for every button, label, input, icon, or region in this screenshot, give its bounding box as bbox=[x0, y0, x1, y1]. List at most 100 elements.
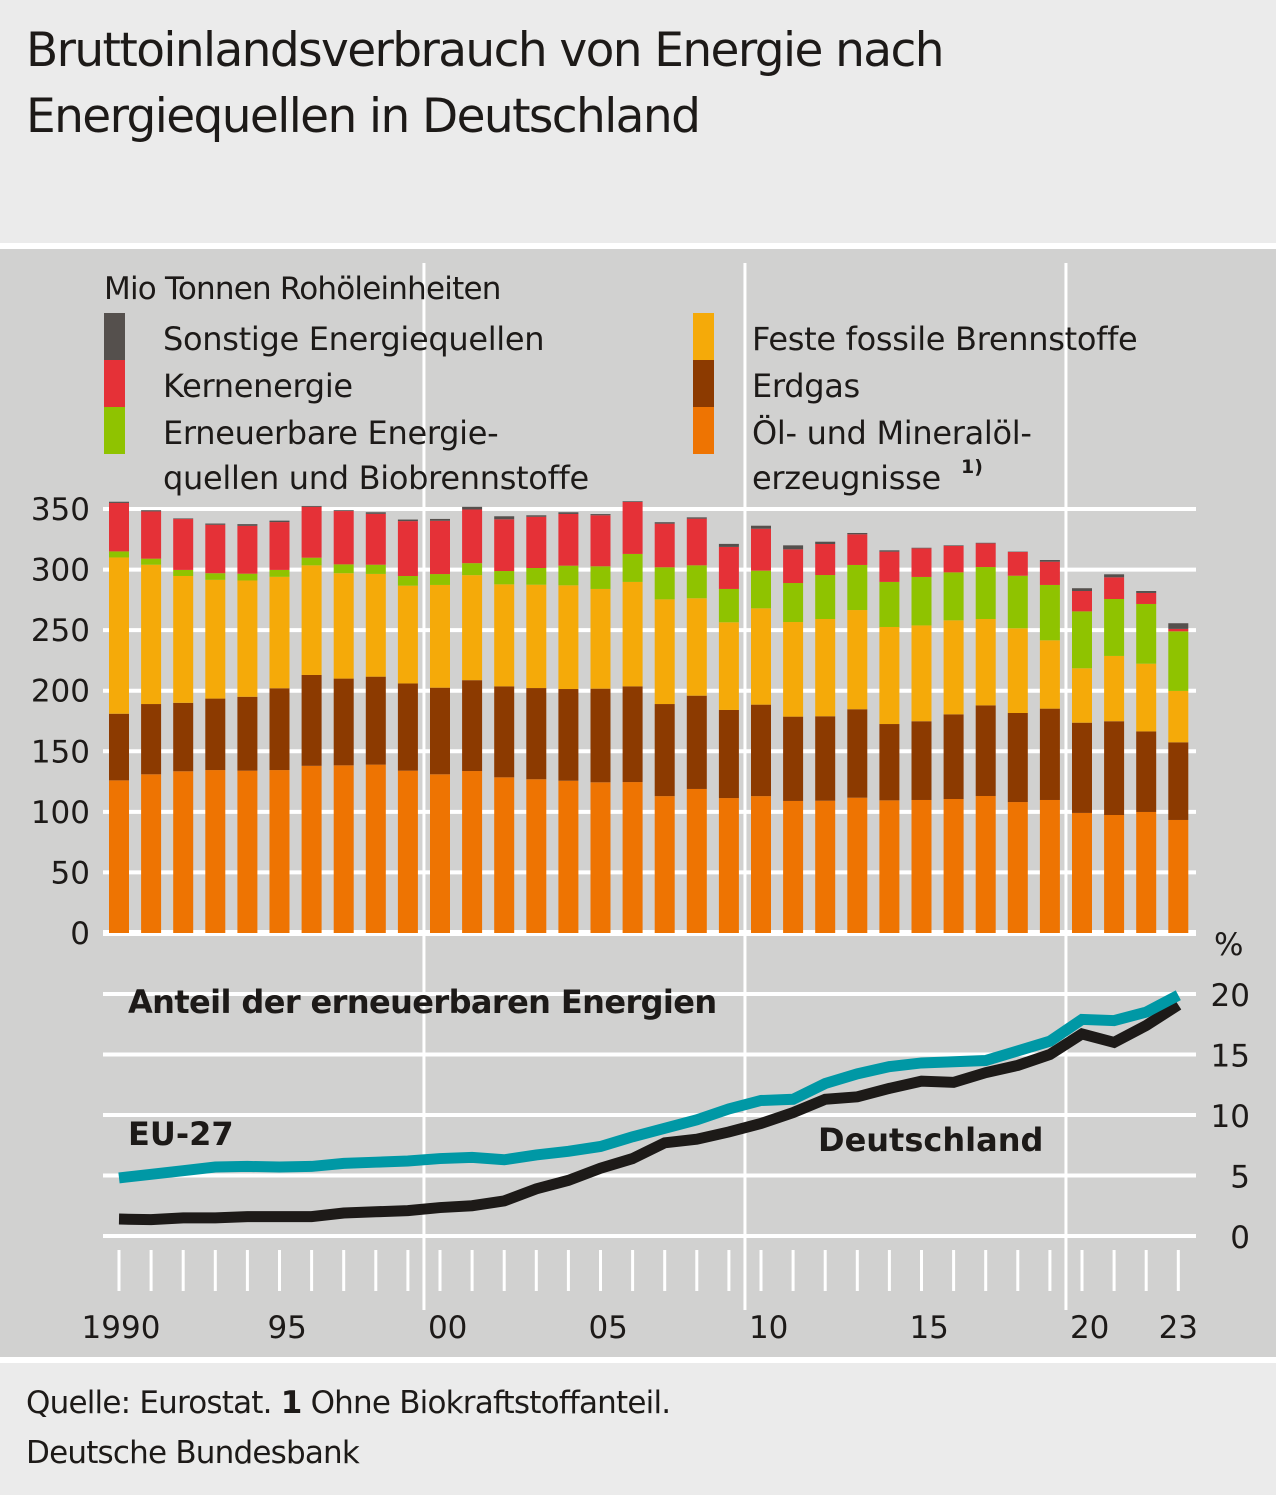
bar-segment-coal bbox=[654, 599, 675, 705]
line-ytick-label: 15 bbox=[1211, 1039, 1250, 1075]
bar-segment-gas bbox=[269, 688, 290, 771]
bar-segment-coal bbox=[975, 618, 996, 706]
bar-segment-nuclear bbox=[430, 520, 450, 575]
bar-segment-oil bbox=[1136, 811, 1157, 933]
bar-segment-gas bbox=[975, 705, 996, 796]
bar-segment-oil bbox=[1168, 819, 1189, 933]
bar-segment-gas bbox=[205, 698, 226, 771]
bar-segment-nuclear bbox=[462, 509, 483, 564]
bar-segment-gas bbox=[718, 709, 739, 799]
bar-segment-other bbox=[590, 514, 611, 516]
bar-ytick-label: 100 bbox=[31, 795, 90, 831]
bar-segment-gas bbox=[173, 702, 194, 772]
bar-segment-oil bbox=[269, 770, 290, 933]
bar-segment-other bbox=[622, 501, 643, 502]
bar-segment-nuclear bbox=[1104, 577, 1125, 600]
bar-segment-coal bbox=[686, 598, 707, 696]
line-chart-ylabel: % bbox=[1214, 927, 1243, 963]
bar-segment-renewables bbox=[397, 575, 418, 586]
legend-swatch-gas bbox=[693, 360, 714, 407]
footer: Quelle: Eurostat. 1 Ohne Biokraftstoffan… bbox=[26, 1378, 671, 1478]
bar-segment-other bbox=[205, 523, 226, 525]
bar-segment-other bbox=[430, 518, 450, 521]
bar-segment-coal bbox=[1168, 690, 1189, 743]
x-tick-label: 15 bbox=[909, 1310, 948, 1346]
bar-segment-coal bbox=[1039, 640, 1060, 709]
bar-segment-nuclear bbox=[1007, 552, 1028, 576]
bar-segment-coal bbox=[1136, 663, 1157, 732]
bar-segment-gas bbox=[622, 686, 643, 783]
bar-segment-coal bbox=[109, 557, 129, 714]
bar-segment-gas bbox=[462, 680, 483, 772]
legend-layer: Sonstige Energiequellen Kernenergie Erneue… bbox=[104, 313, 1138, 497]
bar-segment-nuclear bbox=[397, 521, 418, 576]
bar-segment-other bbox=[686, 517, 707, 519]
bar-segment-oil bbox=[205, 770, 226, 933]
bar-segment-other bbox=[526, 515, 547, 517]
bar-segment-other bbox=[1136, 591, 1157, 593]
bar-segment-gas bbox=[686, 695, 707, 789]
bar-segment-coal bbox=[205, 579, 226, 699]
bar-segment-other bbox=[654, 522, 675, 524]
bar-segment-gas bbox=[1007, 713, 1028, 803]
bar-segment-other bbox=[462, 506, 483, 510]
bar-segment-nuclear bbox=[975, 543, 996, 568]
bar-segment-gas bbox=[1168, 742, 1189, 820]
bar-segment-gas bbox=[1039, 708, 1060, 800]
bar-segment-nuclear bbox=[526, 516, 547, 568]
bar-segment-renewables bbox=[237, 573, 258, 581]
bar-segment-coal bbox=[494, 584, 515, 687]
bar-segment-other bbox=[847, 532, 868, 535]
bar-segment-oil bbox=[333, 765, 354, 933]
bar-segment-other bbox=[494, 516, 515, 520]
bar-segment-coal bbox=[815, 618, 836, 717]
x-tick-label: 00 bbox=[428, 1310, 467, 1346]
bar-chart-ylabel: Mio Tonnen Rohöleinheiten bbox=[104, 271, 501, 307]
bar-segment-nuclear bbox=[269, 522, 290, 570]
bar-segment-other bbox=[397, 519, 418, 522]
bar-segment-coal bbox=[943, 620, 964, 715]
bar-segment-oil bbox=[237, 770, 258, 933]
bar-segment-renewables bbox=[815, 575, 836, 619]
bar-segment-coal bbox=[526, 584, 547, 689]
bar-segment-renewables bbox=[718, 588, 739, 623]
bar-segment-other bbox=[975, 542, 996, 544]
source-note: Quelle: Eurostat. 1 Ohne Biokraftstoffan… bbox=[26, 1378, 671, 1428]
bar-segment-gas bbox=[943, 714, 964, 800]
bar-segment-nuclear bbox=[879, 551, 900, 582]
bar-segment-nuclear bbox=[686, 518, 707, 566]
bar-segment-coal bbox=[847, 610, 868, 710]
bar-segment-other bbox=[879, 550, 900, 552]
bar-segment-renewables bbox=[526, 567, 547, 585]
bar-segment-oil bbox=[109, 780, 129, 933]
x-tick-label: 10 bbox=[749, 1310, 788, 1346]
bar-segment-nuclear bbox=[301, 506, 322, 558]
bar-segment-oil bbox=[430, 774, 450, 933]
bar-segment-oil bbox=[590, 782, 611, 933]
line-ytick-label: 0 bbox=[1230, 1220, 1250, 1256]
bar-segment-gas bbox=[590, 688, 611, 783]
bar-ytick-label: 350 bbox=[31, 492, 90, 528]
bar-segment-coal bbox=[430, 584, 450, 688]
bar-segment-renewables bbox=[911, 576, 932, 626]
bar-segment-oil bbox=[462, 771, 483, 933]
line-series-eu27 bbox=[118, 990, 1181, 1184]
bar-segment-gas bbox=[494, 686, 515, 778]
bar-segment-gas bbox=[911, 721, 932, 800]
bar-segment-renewables bbox=[847, 564, 868, 611]
line-ytick-label: 5 bbox=[1230, 1160, 1250, 1196]
bar-segment-nuclear bbox=[333, 511, 354, 565]
bar-segment-gas bbox=[1104, 721, 1125, 816]
bar-segment-oil bbox=[815, 800, 836, 933]
bar-segment-coal bbox=[141, 564, 162, 705]
bar-segment-coal bbox=[462, 575, 483, 681]
legend-footnote-marker: 1) bbox=[961, 456, 983, 478]
bar-segment-coal bbox=[911, 625, 932, 722]
x-tick-label: 95 bbox=[267, 1310, 306, 1346]
x-tick-label: 05 bbox=[588, 1310, 627, 1346]
bar-segment-oil bbox=[494, 777, 515, 933]
bar-segment-coal bbox=[173, 575, 194, 703]
bar-segment-renewables bbox=[301, 557, 322, 566]
bar-segment-renewables bbox=[173, 569, 194, 576]
